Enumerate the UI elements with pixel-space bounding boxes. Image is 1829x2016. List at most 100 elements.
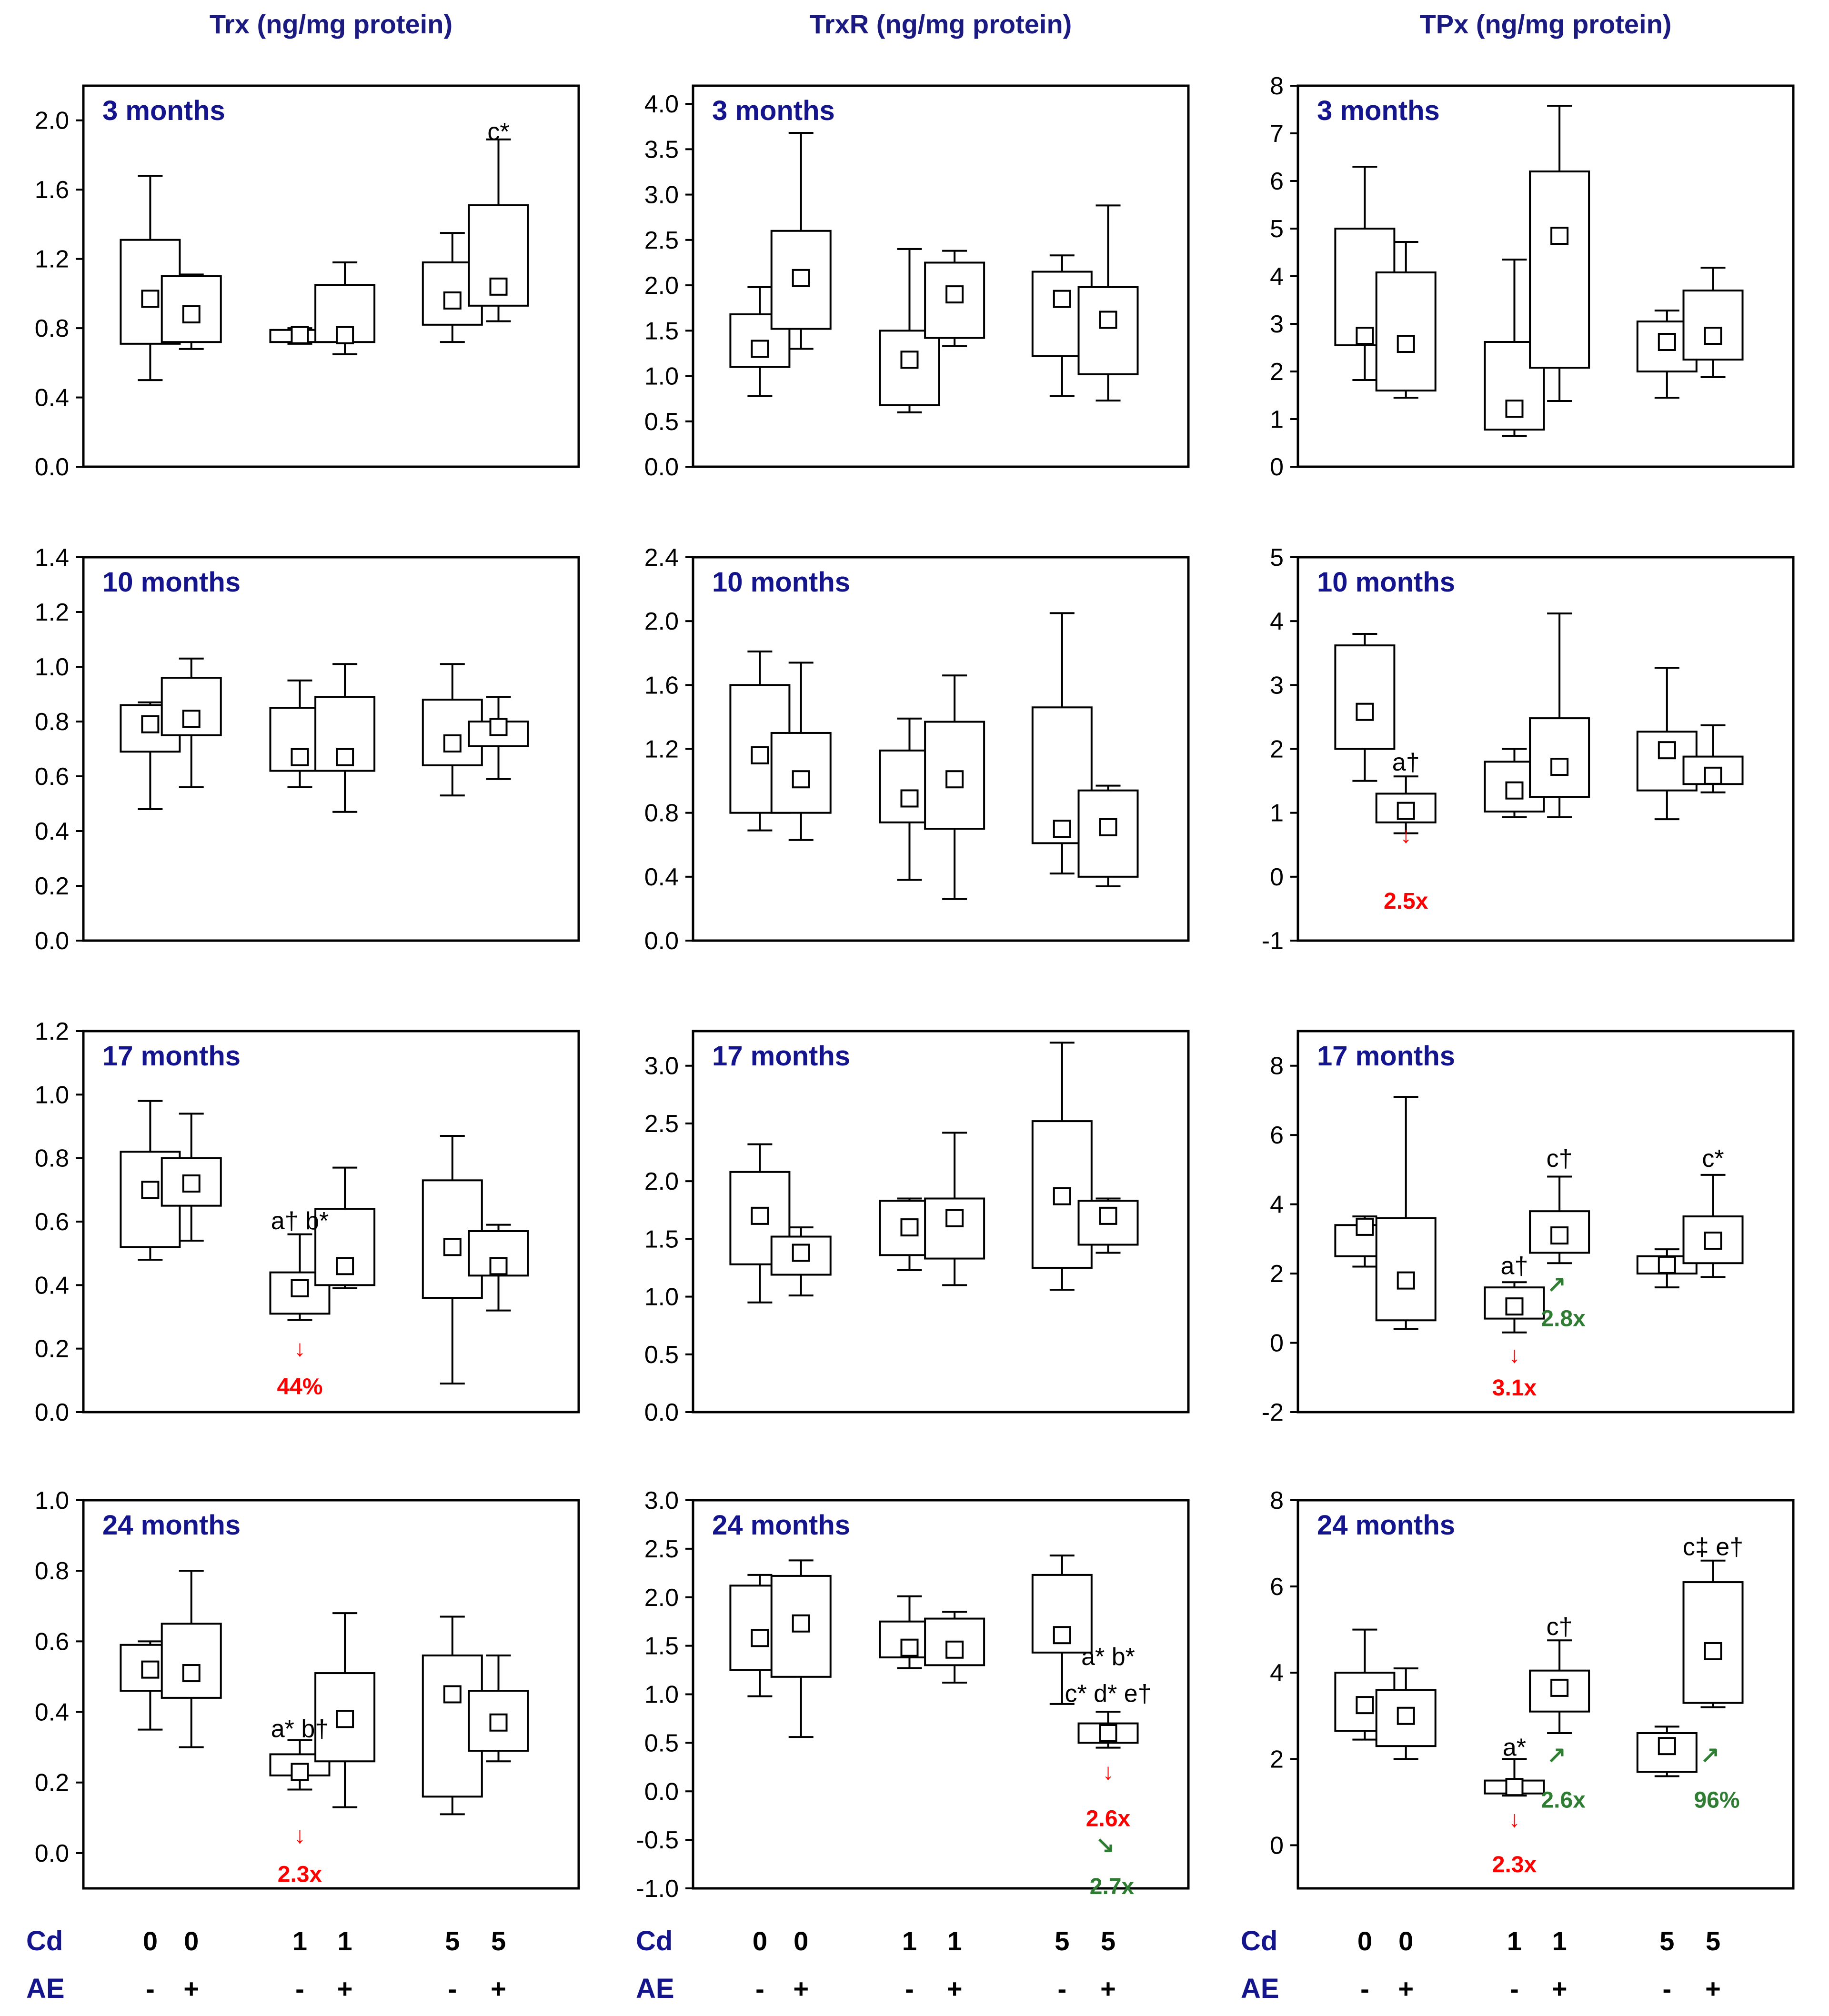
y-tick-label: 4 [1270, 263, 1284, 291]
iqr-box [1529, 171, 1590, 369]
y-tick-label: 2.0 [644, 1584, 679, 1612]
box-group [314, 261, 376, 355]
median-marker [1550, 758, 1569, 776]
median-marker [1704, 766, 1722, 785]
factor-label: AE [636, 1973, 674, 2004]
factor-label: Cd [1241, 1926, 1277, 1956]
factor-value: + [183, 1974, 199, 2004]
y-tick-label: 5 [1270, 215, 1284, 243]
y-tick-label: 1.0 [644, 363, 679, 391]
factor-value: - [1510, 1974, 1519, 2004]
y-tick-label: 0.0 [35, 927, 69, 955]
median-marker [182, 710, 201, 728]
y-tick-label: 0.4 [644, 863, 679, 891]
y-tick-label: 1 [1270, 406, 1284, 433]
factor-value: - [448, 1974, 457, 2004]
y-tick-label: 1.5 [644, 1633, 679, 1660]
y-tick-label: 1.5 [644, 1225, 679, 1253]
median-marker [182, 305, 201, 323]
median-marker [443, 1238, 462, 1256]
y-tick-label: 4 [1270, 1191, 1284, 1219]
y-tick-label: 1.0 [35, 653, 69, 681]
panel-frame [692, 84, 1190, 468]
box-group [770, 1226, 832, 1297]
box-group [161, 273, 222, 350]
period-label: 24 months [1317, 1510, 1455, 1541]
box-group [1031, 1042, 1093, 1291]
y-tick-label: 0.4 [35, 1272, 69, 1299]
factor-value: 0 [143, 1926, 158, 1956]
y-tick-label: 0.2 [35, 1769, 69, 1797]
y-tick-label: 1.0 [644, 1284, 679, 1311]
y-tick-label: 2.4 [644, 544, 679, 572]
y-tick-label: 0 [1270, 1330, 1284, 1357]
median-marker [1099, 1724, 1117, 1742]
change-arrow: ↓ [294, 1336, 305, 1362]
median-marker [792, 770, 810, 789]
median-marker [489, 718, 508, 736]
y-tick-label: 0.8 [35, 1145, 69, 1173]
median-marker [1397, 802, 1415, 820]
box-group [1529, 105, 1590, 402]
y-tick-label: 2.5 [644, 1110, 679, 1138]
y-tick-label: 1.4 [35, 544, 69, 572]
change-arrow: ↘ [1095, 1832, 1115, 1857]
iqr-box [1077, 286, 1139, 375]
y-tick-label: 6 [1270, 168, 1284, 195]
median-marker [792, 1614, 810, 1633]
y-tick-label: 1.2 [644, 736, 679, 763]
median-marker [141, 1181, 160, 1199]
box-group [924, 1132, 985, 1286]
median-marker [1356, 702, 1374, 721]
factor-value: 5 [1055, 1926, 1069, 1956]
median-marker [1550, 1226, 1569, 1245]
median-marker [1053, 290, 1071, 308]
factor-value: 1 [1552, 1926, 1567, 1956]
y-tick-label: 4 [1270, 1659, 1284, 1687]
y-tick-label: 0 [1270, 453, 1284, 481]
panel: 0.0 0.2 0.4 0.6 0.8 1.0 24 months a* b† ↓ 2.3x [35, 1487, 580, 1890]
period-label: 10 months [102, 567, 241, 598]
box-group [1682, 1173, 1744, 1278]
median-marker [291, 326, 309, 344]
box-group [161, 657, 222, 788]
y-tick-label: 0 [1270, 863, 1284, 891]
y-tick-label: 2 [1270, 1260, 1284, 1288]
median-marker [1397, 1706, 1415, 1725]
median-marker [141, 715, 160, 733]
period-label: 17 months [712, 1041, 850, 1072]
y-tick-label: 2.0 [644, 272, 679, 300]
box-group [468, 138, 529, 322]
significance-label: c* d* e† [1065, 1680, 1151, 1708]
factor-value: - [295, 1974, 304, 2004]
factor-value: 5 [1101, 1926, 1115, 1956]
y-tick-label: 0 [1270, 1832, 1284, 1859]
factor-value: - [755, 1974, 764, 2004]
panel: -1.0 -0.5 0.0 0.5 1.0 1.5 2.0 2.5 3.0 24 months a*… [636, 1487, 1190, 1903]
y-tick-label: 1.2 [35, 1018, 69, 1045]
y-tick-label: 0.8 [644, 800, 679, 827]
y-tick-label: 3.0 [644, 1487, 679, 1515]
iqr-box [468, 1230, 529, 1277]
significance-label: c* [1702, 1145, 1724, 1173]
median-marker [489, 1713, 508, 1732]
y-tick-label: 4.0 [644, 90, 679, 118]
median-marker [1658, 741, 1676, 760]
period-label: 3 months [102, 95, 225, 126]
median-marker [182, 1664, 201, 1683]
median-marker [1356, 1217, 1374, 1236]
median-marker [945, 1209, 964, 1227]
iqr-box [1334, 644, 1396, 750]
box-group [1484, 1281, 1545, 1334]
factor-value: 0 [1398, 1926, 1413, 1956]
iqr-box [1682, 290, 1744, 361]
significance-label: a† [1392, 749, 1420, 776]
iqr-box [770, 1575, 832, 1678]
y-tick-label: 4 [1270, 608, 1284, 635]
significance-label: a* b† [271, 1715, 329, 1743]
median-marker [792, 269, 810, 287]
significance-label: c† [1547, 1145, 1573, 1173]
box-group [161, 1570, 222, 1748]
factor-value: + [1100, 1974, 1116, 2004]
